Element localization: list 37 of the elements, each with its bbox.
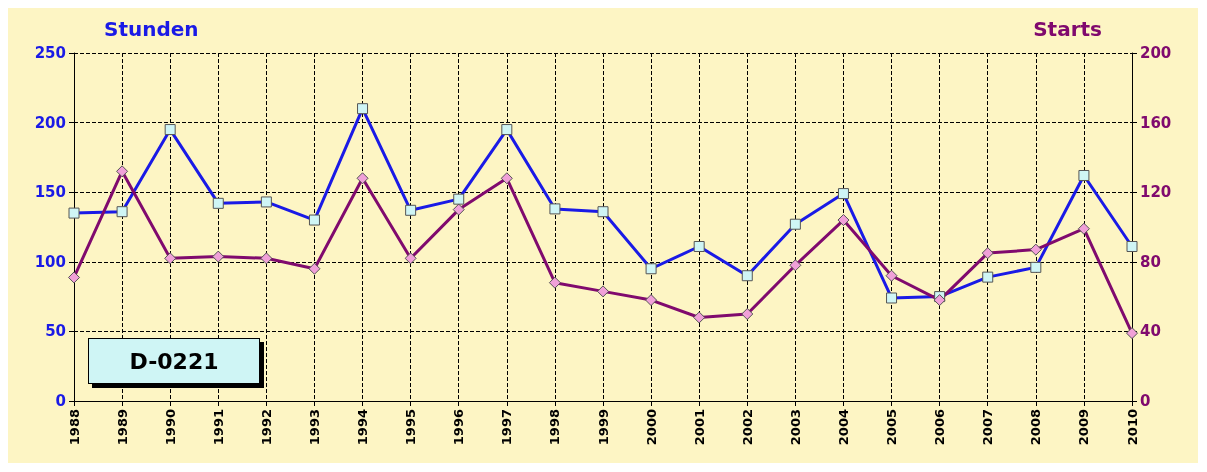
y-tick-label: 150 <box>34 183 66 202</box>
x-tick-label: 1990 <box>162 409 178 446</box>
y-tick-label: 100 <box>34 252 66 271</box>
y2-axis-title: Starts <box>1033 17 1102 41</box>
x-tick-label: 2009 <box>1076 409 1092 446</box>
x-tick-label: 2003 <box>787 409 803 446</box>
y2-tick-label: 120 <box>1140 183 1172 202</box>
x-tick-label: 2008 <box>1028 409 1044 446</box>
y-tick-label: 0 <box>55 392 66 410</box>
x-tick-label: 1992 <box>258 409 274 446</box>
x-tick-label: 2006 <box>932 409 948 446</box>
x-tick-label: 1993 <box>306 409 322 446</box>
x-tick-label: 2007 <box>980 409 996 446</box>
y-tick-label: 50 <box>45 322 66 341</box>
y-tick-label: 200 <box>34 113 66 132</box>
x-tick-label: 2002 <box>739 409 755 446</box>
x-tick-label: 2005 <box>884 409 900 446</box>
x-tick-label: 1988 <box>66 409 82 446</box>
x-tick-label: 1991 <box>210 409 226 446</box>
y2-tick-label: 0 <box>1140 392 1151 410</box>
y2-tick-label: 160 <box>1140 113 1172 132</box>
y-tick-label: 250 <box>34 44 66 62</box>
x-tick-label: 1995 <box>403 409 419 446</box>
x-tick-label: 1999 <box>595 409 611 446</box>
x-tick-label: 2001 <box>691 409 707 446</box>
x-tick-label: 2004 <box>835 409 851 446</box>
x-tick-label: 2000 <box>643 409 659 446</box>
y2-tick-label: 40 <box>1140 322 1161 341</box>
y2-tick-label: 200 <box>1140 44 1172 62</box>
x-tick-label: 1998 <box>547 409 563 446</box>
x-tick-label: 1997 <box>499 409 515 446</box>
x-tick-label: 2010 <box>1124 409 1140 446</box>
x-tick-label: 1994 <box>355 409 371 446</box>
y-axis-title: Stunden <box>104 17 199 41</box>
x-tick-label: 1996 <box>451 409 467 446</box>
x-tick-label: 1989 <box>114 409 130 446</box>
y2-tick-label: 80 <box>1140 252 1161 271</box>
